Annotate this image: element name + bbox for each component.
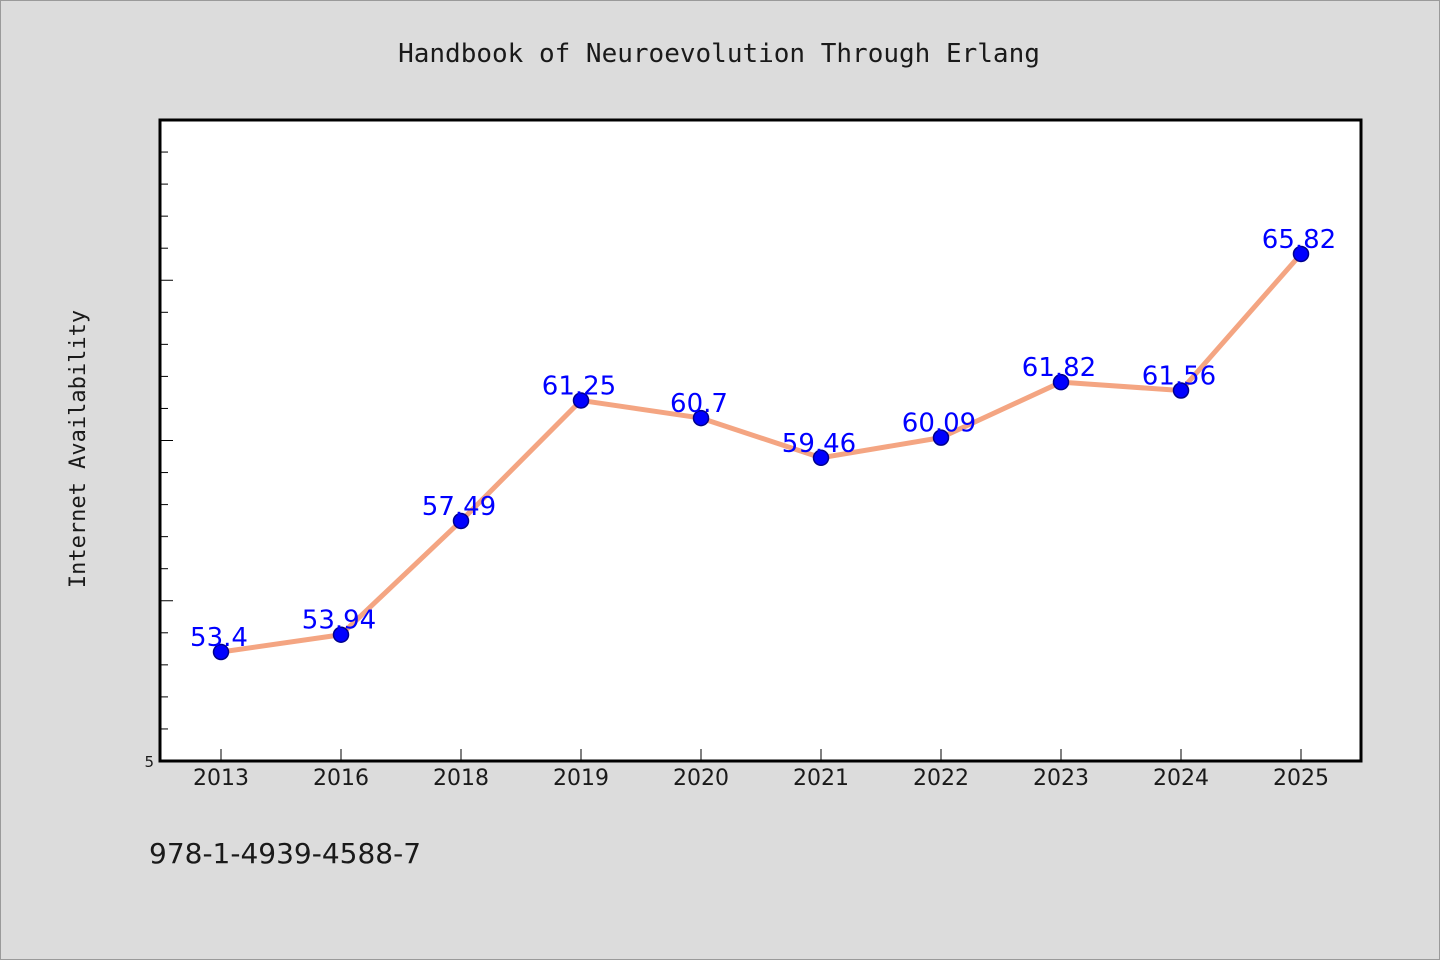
plot-frame xyxy=(158,118,1363,763)
x-tick-label: 2019 xyxy=(553,766,609,791)
x-tick-label: 2025 xyxy=(1273,766,1329,791)
x-tick-label: 2016 xyxy=(313,766,369,791)
plot-area xyxy=(160,120,1361,761)
x-tick-label: 2013 xyxy=(193,766,249,791)
data-label: 65.82 xyxy=(1262,225,1336,255)
data-point xyxy=(572,392,590,409)
data-label: 61.56 xyxy=(1142,362,1216,392)
data-label: 57.49 xyxy=(422,492,496,522)
x-tick-label: 2023 xyxy=(1033,766,1089,791)
data-point xyxy=(1052,373,1070,391)
data-label: 59.46 xyxy=(782,429,856,459)
y-tick-label: 5 xyxy=(144,753,154,771)
data-point xyxy=(1292,245,1310,263)
data-point xyxy=(932,429,950,446)
isbn-footer: 978-1-4939-4588-7 xyxy=(149,837,421,870)
data-label: 53.94 xyxy=(302,606,376,636)
x-tick-label: 2018 xyxy=(433,766,489,791)
x-tick-label: 2021 xyxy=(793,766,849,791)
x-tick-label: 2022 xyxy=(913,766,969,791)
data-label: 60.7 xyxy=(670,389,728,419)
x-tick-label: 2020 xyxy=(673,766,729,791)
series-line xyxy=(218,251,1304,655)
data-label: 61.25 xyxy=(542,371,616,401)
data-point xyxy=(1172,382,1190,399)
data-label: 53.4 xyxy=(190,623,248,653)
data-label: 61.82 xyxy=(1022,353,1096,383)
series-group: 53.4 53.94 57.49 61.25 60.7 59.46 60.09 61.82 61… xyxy=(190,225,1336,661)
data-point xyxy=(692,409,710,427)
data-label: 60.09 xyxy=(902,409,976,439)
x-axis-ticks: 2013 2016 2018 2019 2020 2021 2022 2023 2024 2025 xyxy=(193,749,1329,791)
y-axis-label: Internet Availability xyxy=(66,310,91,588)
data-point xyxy=(212,643,230,661)
x-tick-label: 2024 xyxy=(1153,766,1209,791)
data-point xyxy=(332,626,350,643)
chart-title: Handbook of Neuroevolution Through Erlan… xyxy=(398,39,1040,69)
data-point xyxy=(812,449,830,467)
data-point xyxy=(452,512,470,530)
